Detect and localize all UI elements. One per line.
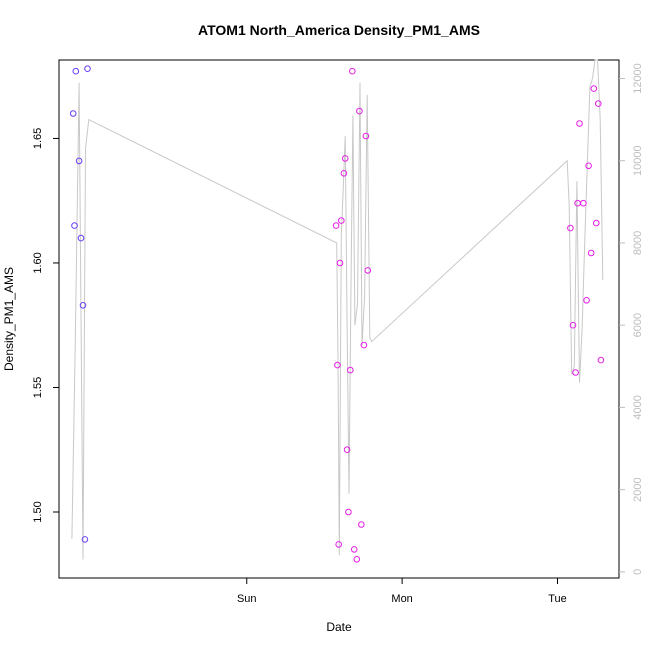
- data-point: [585, 162, 592, 170]
- x-tick-label: Tue: [548, 593, 567, 605]
- data-point: [332, 222, 340, 229]
- data-point: [75, 157, 83, 165]
- x-axis-label: Date: [326, 620, 352, 634]
- x-tick-label: Sun: [237, 593, 257, 605]
- data-point: [364, 267, 372, 274]
- data-point: [576, 120, 583, 127]
- data-point: [335, 541, 343, 548]
- data-point: [69, 110, 77, 117]
- data-point: [580, 199, 587, 207]
- data-point: [590, 85, 598, 92]
- data-point: [347, 366, 354, 374]
- y2-tick-label: 0: [632, 569, 644, 575]
- data-point: [81, 536, 89, 543]
- y2-tick-label: 10000: [632, 145, 644, 176]
- y2-tick-label: 8000: [632, 231, 644, 255]
- data-point: [349, 67, 356, 75]
- density-line-layer: [71, 59, 604, 560]
- right-axis: 0 2000 4000 6000 8000 10000 12000: [619, 63, 644, 575]
- x-tick-label: Mon: [391, 593, 412, 605]
- data-point: [353, 556, 361, 563]
- y2-tick-label: 4000: [632, 395, 644, 419]
- y2-tick-label: 12000: [632, 63, 644, 94]
- data-point: [345, 508, 352, 516]
- data-point: [593, 219, 600, 227]
- data-point: [71, 222, 78, 229]
- data-point: [362, 132, 370, 140]
- data-point: [358, 521, 365, 528]
- data-point: [72, 67, 80, 75]
- y2-tick-label: 6000: [632, 313, 644, 337]
- data-point: [341, 155, 349, 162]
- data-point: [338, 217, 345, 224]
- data-point: [334, 361, 341, 369]
- data-point: [595, 100, 602, 107]
- y-axis-label: Density_PM1_AMS: [2, 267, 16, 371]
- y-tick-label: 1.65: [32, 128, 44, 149]
- series-line: [71, 59, 604, 560]
- data-point: [84, 65, 91, 72]
- plot-frame: [58, 59, 620, 579]
- data-point: [583, 297, 590, 304]
- data-point: [79, 302, 87, 309]
- data-point: [336, 259, 344, 267]
- data-point: [340, 170, 348, 177]
- density-point-layer: [69, 65, 605, 563]
- y-tick-label: 1.50: [32, 501, 44, 522]
- data-point: [572, 369, 579, 376]
- data-point: [597, 356, 605, 364]
- data-point: [343, 446, 351, 454]
- data-point: [350, 546, 358, 553]
- y-tick-label: 1.55: [32, 377, 44, 398]
- data-point: [567, 224, 574, 232]
- data-point: [569, 321, 577, 329]
- data-point: [587, 249, 595, 257]
- x-axis: Sun Mon Tue: [237, 578, 567, 605]
- y-tick-label: 1.60: [32, 252, 44, 273]
- data-point: [77, 234, 85, 242]
- chart-title: ATOM1 North_America Density_PM1_AMS: [198, 22, 480, 38]
- data-point: [360, 341, 368, 349]
- y-axis: 1.50 1.55 1.60 1.65: [32, 128, 59, 523]
- y2-tick-label: 2000: [632, 477, 644, 501]
- data-point: [356, 107, 363, 115]
